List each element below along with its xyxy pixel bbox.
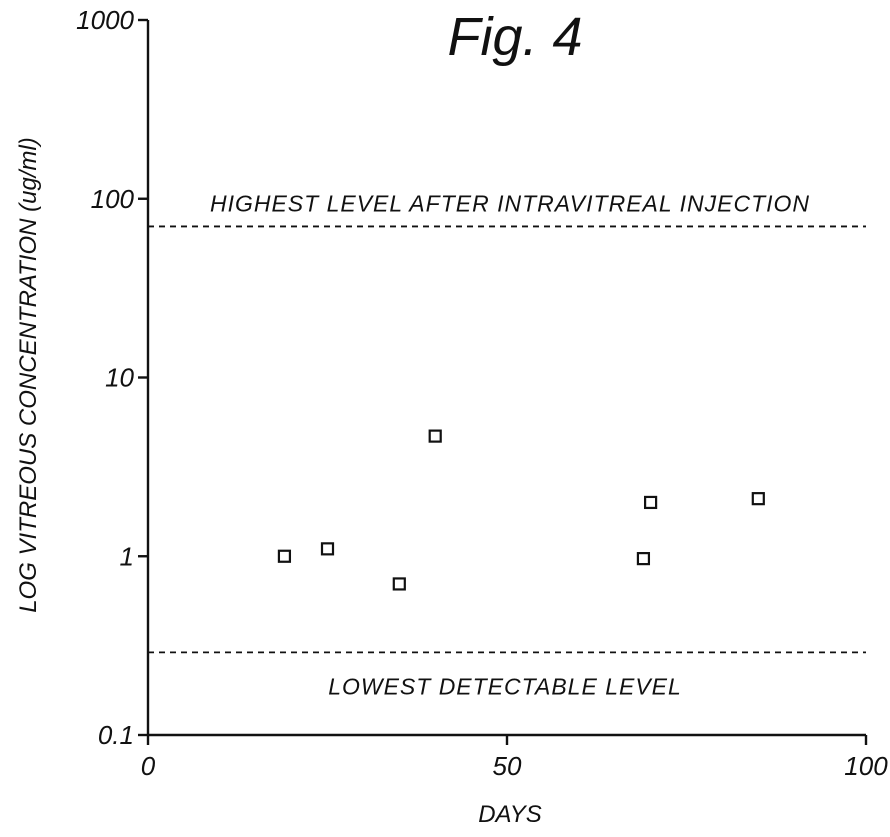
- axes: [146, 20, 866, 737]
- reference-lines: HIGHEST LEVEL AFTER INTRAVITREAL INJECTI…: [148, 190, 866, 699]
- x-tick-label: 100: [844, 751, 888, 781]
- y-tick-label: 1000: [76, 5, 134, 35]
- data-point: [428, 429, 442, 443]
- x-axis-ticks: 0 50 100: [141, 735, 888, 781]
- y-axis-ticks: 0.1 1 10 100 1000: [76, 5, 148, 750]
- data-point: [636, 552, 651, 566]
- data-point: [751, 492, 765, 506]
- y-tick-label: 1: [120, 541, 134, 571]
- data-point: [392, 577, 406, 591]
- reference-line-label: LOWEST DETECTABLE LEVEL: [328, 673, 682, 699]
- y-tick-label: 0.1: [98, 720, 134, 750]
- data-point: [277, 549, 292, 563]
- x-tick-label: 50: [493, 751, 522, 781]
- x-tick-label: 0: [141, 751, 156, 781]
- y-axis-label: LOG VITREOUS CONCENTRATION (ug/ml): [15, 137, 42, 613]
- data-points: [277, 429, 765, 591]
- x-axis-label: DAYS: [478, 801, 542, 828]
- y-tick-label: 10: [105, 363, 134, 393]
- chart-title: Fig. 4: [447, 7, 582, 67]
- y-tick-label: 100: [91, 184, 135, 214]
- data-point: [320, 542, 335, 556]
- data-point: [643, 495, 658, 510]
- reference-line-label: HIGHEST LEVEL AFTER INTRAVITREAL INJECTI…: [210, 190, 810, 216]
